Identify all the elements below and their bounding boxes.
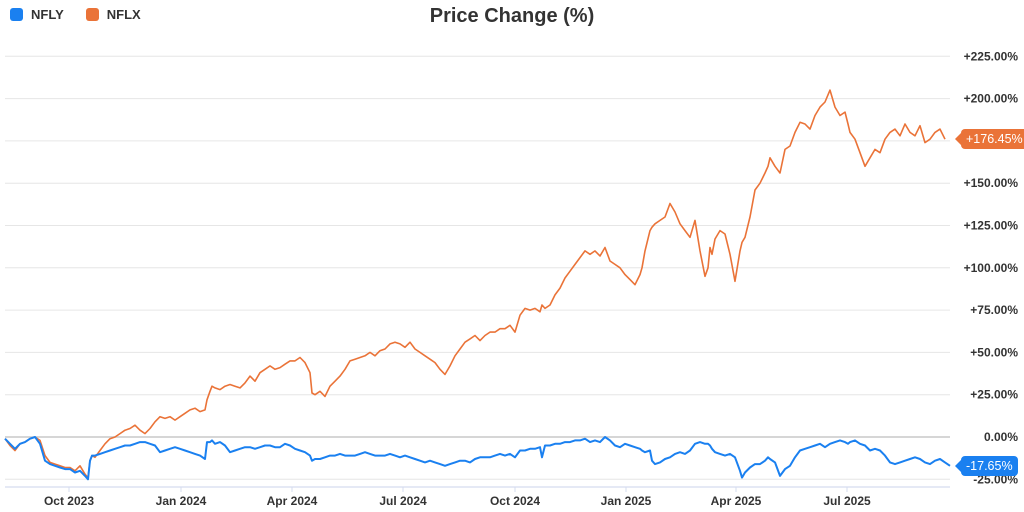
- x-tick-label: Oct 2024: [490, 494, 540, 508]
- y-tick-label: +225.00%: [964, 49, 1019, 63]
- nfly-swatch-icon: [10, 8, 23, 21]
- x-tick-label: Jan 2025: [601, 494, 652, 508]
- y-tick-label: +150.00%: [964, 176, 1019, 190]
- x-tick-label: Oct 2023: [44, 494, 94, 508]
- x-tick-label: Jan 2024: [156, 494, 207, 508]
- x-tick-label: Apr 2025: [711, 494, 762, 508]
- x-axis: Oct 2023 Jan 2024 Apr 2024 Jul 2024 Oct 2024…: [5, 486, 950, 508]
- y-tick-label: +50.00%: [970, 345, 1018, 359]
- nflx-swatch-icon: [85, 8, 99, 21]
- x-tick-label: Apr 2024: [267, 494, 318, 508]
- y-tick-label: 0.00%: [984, 430, 1018, 444]
- legend-label-nflx: NFLX: [106, 7, 141, 22]
- chart-title: Price Change (%): [429, 5, 595, 27]
- y-axis-ticks: +225.00%+200.00%+175.00%+150.00%+125.00%…: [964, 49, 1019, 486]
- y-tick-label: -25.00%: [973, 472, 1018, 486]
- nfly-last-value-badge: -17.65%: [955, 455, 1018, 476]
- legend-item-nfly[interactable]: NFLY: [10, 7, 64, 22]
- y-tick-label: +25.00%: [970, 388, 1018, 402]
- x-tick-label: Jul 2025: [823, 494, 871, 508]
- y-tick-label: +75.00%: [970, 303, 1018, 317]
- legend-label-nfly: NFLY: [31, 7, 64, 22]
- nflx-line: [4, 89, 946, 479]
- nflx-last-value-badge: +176.45%: [955, 129, 1024, 150]
- y-tick-label: +100.00%: [964, 261, 1019, 275]
- x-tick-label: Jul 2024: [379, 494, 427, 508]
- y-tick-label: +125.00%: [964, 219, 1019, 233]
- series-lines: [4, 89, 951, 481]
- legend-item-nflx[interactable]: NFLX: [85, 7, 141, 22]
- gridlines: [5, 55, 950, 480]
- nfly-line: [4, 436, 951, 481]
- chart-legend: NFLY NFLX: [10, 7, 141, 22]
- y-tick-label: +200.00%: [964, 92, 1019, 106]
